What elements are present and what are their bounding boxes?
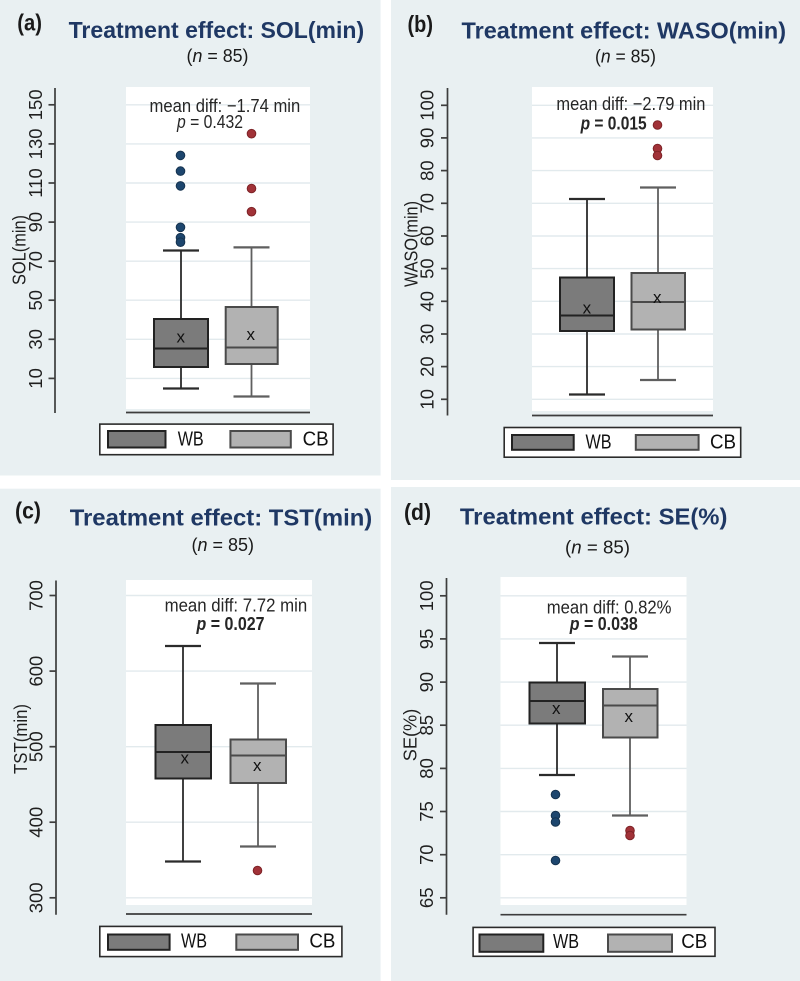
svg-text:CB: CB <box>303 428 329 450</box>
svg-text:90: 90 <box>416 672 437 693</box>
svg-text:70: 70 <box>25 251 46 272</box>
svg-text:70: 70 <box>417 193 438 214</box>
svg-text:100: 100 <box>417 90 438 121</box>
svg-text:x: x <box>181 749 190 768</box>
svg-text:mean diff: 0.82%: mean diff: 0.82% <box>547 597 672 618</box>
svg-text:x: x <box>177 327 186 346</box>
svg-text:(c): (c) <box>15 498 41 524</box>
svg-text:Treatment effect: WASO(min): Treatment effect: WASO(min) <box>462 18 787 44</box>
svg-text:(b): (b) <box>408 11 434 37</box>
svg-text:p = 0.432: p = 0.432 <box>176 111 243 132</box>
svg-text:x: x <box>583 299 592 318</box>
svg-text:(n = 85): (n = 85) <box>187 45 249 66</box>
svg-text:SE(%): SE(%) <box>399 709 420 762</box>
svg-text:80: 80 <box>417 160 438 181</box>
svg-text:x: x <box>552 699 561 718</box>
svg-text:150: 150 <box>25 89 46 120</box>
svg-text:(d): (d) <box>404 499 431 525</box>
svg-text:85: 85 <box>416 715 437 736</box>
svg-text:WB: WB <box>178 428 204 450</box>
svg-text:p = 0.038: p = 0.038 <box>569 613 638 634</box>
svg-text:Treatment effect: SE(%): Treatment effect: SE(%) <box>460 504 728 530</box>
svg-text:30: 30 <box>25 329 46 350</box>
svg-text:80: 80 <box>416 758 437 779</box>
svg-text:x: x <box>247 325 256 344</box>
svg-text:65: 65 <box>416 888 437 909</box>
svg-text:100: 100 <box>416 580 437 611</box>
svg-text:p = 0.015: p = 0.015 <box>580 113 647 134</box>
svg-text:WB: WB <box>181 931 207 953</box>
svg-text:CB: CB <box>681 931 707 953</box>
svg-text:95: 95 <box>416 629 437 650</box>
svg-text:70: 70 <box>416 844 437 865</box>
svg-text:10: 10 <box>417 389 438 410</box>
svg-text:WASO(min): WASO(min) <box>400 201 421 287</box>
svg-text:WB: WB <box>553 931 579 953</box>
svg-text:50: 50 <box>25 290 46 311</box>
svg-text:50: 50 <box>417 258 438 279</box>
svg-text:30: 30 <box>417 324 438 345</box>
svg-text:CB: CB <box>710 431 736 453</box>
svg-text:400: 400 <box>26 807 47 838</box>
svg-text:300: 300 <box>26 882 47 913</box>
svg-text:90: 90 <box>25 212 46 233</box>
svg-text:x: x <box>625 707 634 726</box>
svg-text:700: 700 <box>26 580 47 611</box>
svg-text:SOL(min): SOL(min) <box>8 215 29 285</box>
svg-text:(n = 85): (n = 85) <box>191 534 254 555</box>
svg-text:mean diff: 7.72 min: mean diff: 7.72 min <box>165 595 308 616</box>
svg-text:(n = 85): (n = 85) <box>565 536 630 557</box>
svg-text:x: x <box>653 288 662 307</box>
svg-text:p = 0.027: p = 0.027 <box>196 613 265 634</box>
svg-text:mean diff: −1.74 min: mean diff: −1.74 min <box>150 95 301 116</box>
svg-text:75: 75 <box>416 801 437 822</box>
svg-text:20: 20 <box>417 356 438 377</box>
svg-text:90: 90 <box>417 128 438 149</box>
svg-text:60: 60 <box>417 226 438 247</box>
svg-text:500: 500 <box>26 731 47 762</box>
svg-text:Treatment effect: TST(min): Treatment effect: TST(min) <box>70 505 373 531</box>
svg-text:Treatment effect: SOL(min): Treatment effect: SOL(min) <box>69 17 365 43</box>
svg-text:(n = 85): (n = 85) <box>595 45 656 66</box>
svg-text:TST(min): TST(min) <box>10 704 31 774</box>
svg-text:600: 600 <box>26 656 47 687</box>
svg-text:CB: CB <box>309 931 335 953</box>
svg-text:WB: WB <box>586 431 612 453</box>
svg-text:(a): (a) <box>17 10 42 36</box>
svg-text:mean diff: −2.79 min: mean diff: −2.79 min <box>556 93 705 114</box>
svg-text:130: 130 <box>25 128 46 159</box>
svg-text:10: 10 <box>25 368 46 389</box>
svg-text:110: 110 <box>25 168 46 198</box>
svg-text:40: 40 <box>417 291 438 312</box>
svg-text:x: x <box>253 756 262 775</box>
